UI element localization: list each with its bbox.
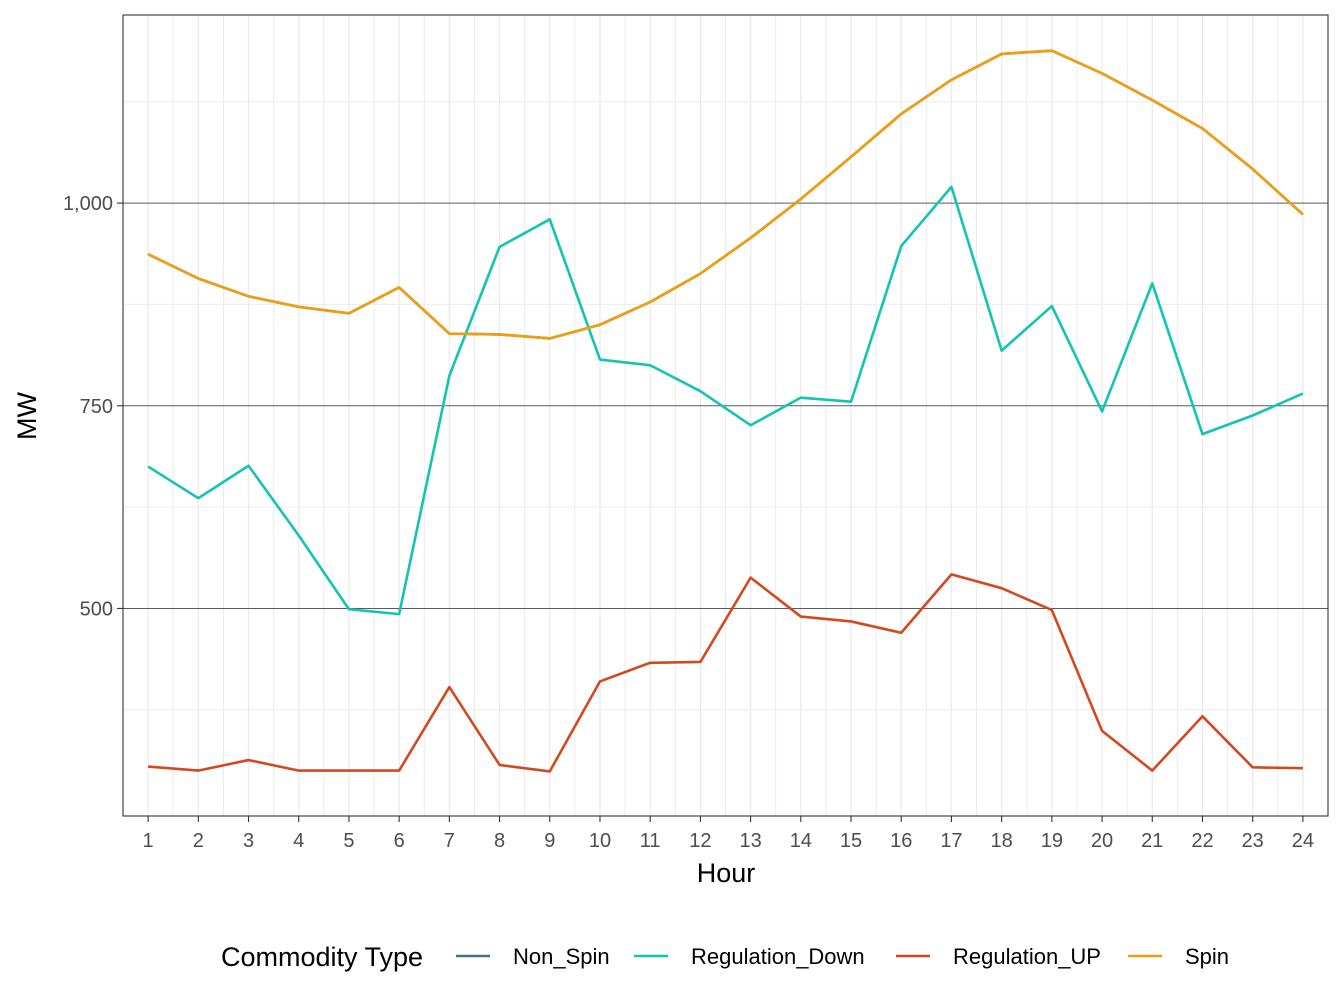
x-tick-label: 3 [243,830,254,852]
x-tick-label: 9 [544,830,555,852]
x-tick-label: 15 [840,830,862,852]
legend-label: Regulation_Down [691,944,865,969]
x-tick-label: 17 [940,830,962,852]
legend-label: Spin [1185,944,1229,969]
series-line-regulation-up [147,573,1303,773]
x-tick-label: 11 [640,830,661,852]
series-lines [147,49,1304,773]
x-tick-label: 10 [589,830,611,852]
x-tick-label: 4 [293,830,304,852]
x-tick-label: 7 [444,830,455,852]
x-tick-label: 8 [494,830,505,852]
series-line-spin [147,49,1304,340]
x-tick-label: 1 [143,830,154,852]
major-gridlines-x [147,15,1304,816]
legend: Commodity Type Non_Spin Regulation_Down Re… [221,942,1229,972]
x-tick-label: 13 [739,830,761,852]
x-tick-label: 6 [394,830,405,852]
y-axis-title: MW [12,392,42,440]
legend-label: Non_Spin [513,944,610,969]
legend-title: Commodity Type [221,942,423,972]
major-gridlines-y [123,202,1328,609]
x-tick-label: 23 [1242,830,1264,852]
y-axis-ticks: 500 750 1,000 [63,193,123,620]
x-tick-label: 20 [1091,830,1113,852]
x-tick-label: 18 [991,830,1013,852]
x-tick-label: 2 [193,830,204,852]
x-tick-label: 19 [1041,830,1063,852]
y-tick-label: 500 [80,598,113,620]
y-tick-label: 1,000 [63,193,113,215]
y-tick-label: 750 [80,396,113,418]
x-tick-label: 21 [1141,830,1163,852]
series-line-regulation-down [147,185,1304,616]
x-tick-label: 16 [890,830,912,852]
x-tick-label: 14 [790,830,812,852]
x-axis-ticks: 1 2 3 4 5 6 7 8 9 10 11 12 13 14 15 16 17 18 19 20 21 22 23 24 [143,816,1314,852]
x-tick-label: 12 [689,830,711,852]
x-tick-label: 24 [1292,830,1314,852]
x-tick-label: 22 [1191,830,1213,852]
legend-label: Regulation_UP [953,944,1101,969]
panel-border [122,14,1329,817]
x-axis-title: Hour [697,858,756,888]
minor-gridlines-x [172,15,1279,816]
x-tick-label: 5 [343,830,354,852]
